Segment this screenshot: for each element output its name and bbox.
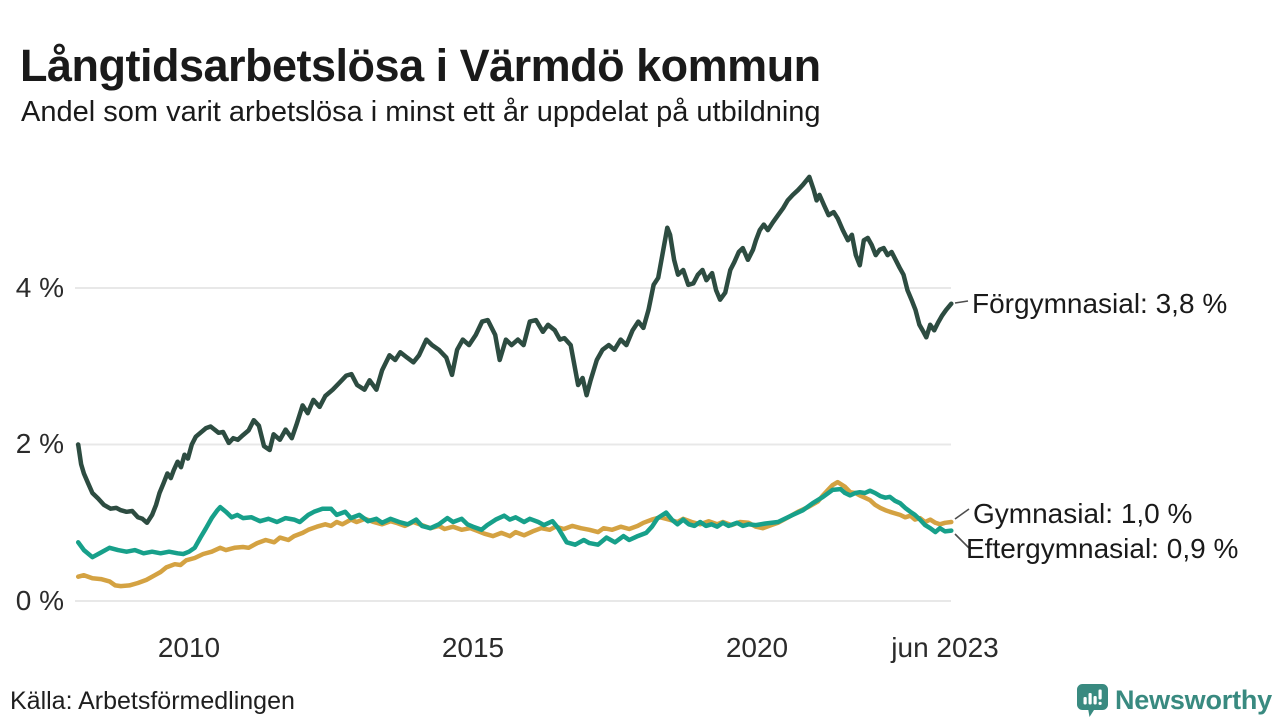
connector-eftergymnasial: [954, 533, 970, 549]
series-line-eftergymnasial: [75, 486, 954, 560]
page-subtitle: Andel som varit arbetslösa i minst ett å…: [21, 96, 821, 128]
brand-wordmark: Newsworthy: [1114, 685, 1272, 715]
y-tick-4: 4 %: [15, 272, 64, 303]
label-connectors: [954, 300, 970, 549]
series-lines: [75, 174, 954, 589]
source-note: Källa: Arbetsförmedlingen: [10, 687, 295, 715]
series-label-gymnasial: Gymnasial: 1,0 %: [973, 498, 1193, 529]
series-label-forgymnasial: Förgymnasial: 3,8 %: [972, 288, 1228, 319]
page-title: Långtidsarbetslösa i Värmdö kommun: [20, 40, 821, 92]
x-tick-2020: 2020: [725, 632, 789, 663]
x-tick-2010: 2010: [157, 632, 221, 663]
connector-gymnasial: [954, 508, 970, 520]
x-tick-2015: 2015: [441, 632, 505, 663]
series-line-gymnasial: [75, 479, 954, 589]
y-tick-0: 0 %: [15, 585, 64, 616]
gridlines: [75, 287, 951, 602]
x-tick-jun-2023: jun 2023: [891, 632, 999, 663]
connector-forgymnasial: [954, 300, 969, 304]
series-label-eftergymnasial: Eftergymnasial: 0,9 %: [966, 533, 1239, 564]
series-line-forgymnasial: [75, 174, 954, 526]
y-tick-2: 2 %: [15, 428, 64, 459]
newsworthy-logo[interactable]: Newsworthy: [1076, 683, 1272, 718]
bar-chart-speech-bubble-icon: [1076, 683, 1109, 718]
